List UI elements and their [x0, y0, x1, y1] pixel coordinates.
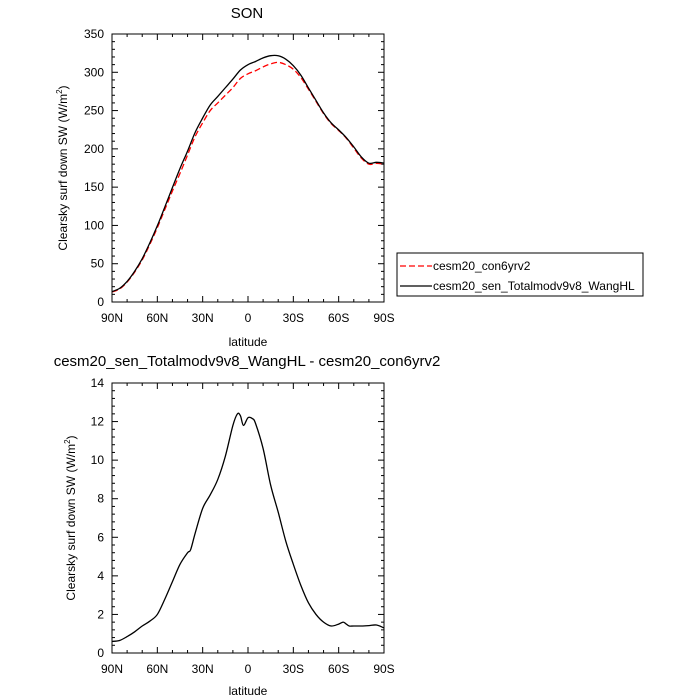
- bottom-chart-x-tick-label: 60S: [328, 662, 349, 676]
- bottom-chart-y-tick-label: 8: [97, 492, 104, 506]
- bottom-chart-panel: cesm20_sen_Totalmodv9v8_WangHL - cesm20_…: [54, 353, 441, 698]
- bottom-chart-x-tick-label: 60N: [146, 662, 168, 676]
- top-chart-x-tick-label: 30N: [192, 311, 214, 325]
- bottom-chart-y-axis-label: Clearsky surf down SW (W/m2): [63, 435, 78, 600]
- bottom-chart-x-tick-label: 90N: [101, 662, 123, 676]
- bottom-chart-y-tick-label: 12: [91, 415, 105, 429]
- bottom-chart-y-tick-label: 10: [91, 453, 105, 467]
- bottom-chart-y-tick-label: 0: [97, 646, 104, 660]
- top-chart-series-layer: [111, 54, 385, 293]
- bottom-chart-title: cesm20_sen_Totalmodv9v8_WangHL - cesm20_…: [54, 353, 441, 370]
- top-chart-y-axis-label: Clearsky surf down SW (W/m2): [55, 85, 70, 250]
- bottom-chart-y-axis-label-main: Clearsky surf down SW (W/m: [64, 444, 78, 601]
- bottom-chart-x-axis-label: latitude: [229, 684, 268, 698]
- top-chart-y-axis-label-tail: ): [56, 85, 70, 89]
- top-chart-y-axis-label-main: Clearsky surf down SW (W/m: [56, 94, 70, 251]
- top-chart-y-tick-label: 300: [84, 65, 104, 79]
- bottom-chart-y-axis-label-superscript: 2: [63, 439, 72, 444]
- bottom-chart-plot-frame: [111, 382, 385, 654]
- bottom-chart-series-line-1: [111, 412, 385, 643]
- top-chart-y-tick-label: 150: [84, 180, 104, 194]
- top-chart-legend: cesm20_con6yrv2 cesm20_sen_Totalmodv9v8_…: [396, 252, 644, 297]
- bottom-chart-y-axis-label-tail: ): [64, 435, 78, 439]
- legend-label-cesm20-con6yrv2: cesm20_con6yrv2: [433, 259, 531, 273]
- top-chart-x-tick-label: 60S: [328, 311, 349, 325]
- bottom-chart-y-tick-label: 14: [91, 376, 105, 390]
- top-chart-y-tick-label: 250: [84, 104, 104, 118]
- top-chart-x-tick-label: 0: [245, 311, 252, 325]
- top-chart-y-tick-label: 350: [84, 27, 104, 41]
- bottom-chart-y-tick-label: 6: [97, 530, 104, 544]
- top-chart-y-tick-label: 0: [97, 295, 104, 309]
- bottom-chart-x-tick-label: 30S: [283, 662, 304, 676]
- top-chart-x-tick-label: 60N: [146, 311, 168, 325]
- top-chart-x-tick-label: 90N: [101, 311, 123, 325]
- top-chart-panel: SON 90N 60N 30N 0 30S 60S 90S 0 50 100 150 200 250 30…: [55, 5, 395, 349]
- legend-box: [396, 252, 644, 297]
- top-chart-x-tick-label: 30S: [283, 311, 304, 325]
- top-chart-y-tick-label: 100: [84, 218, 104, 232]
- top-chart-plot-frame: [111, 33, 385, 303]
- bottom-chart-x-tick-label: 0: [245, 662, 252, 676]
- bottom-chart-x-tick-label: 90S: [373, 662, 394, 676]
- top-chart-y-tick-label: 200: [84, 142, 104, 156]
- top-chart-y-axis-label-superscript: 2: [55, 89, 64, 94]
- top-chart-title: SON: [231, 5, 264, 22]
- bottom-chart-y-tick-label: 4: [97, 569, 104, 583]
- bottom-chart-y-tick-label: 2: [97, 607, 104, 621]
- top-chart-x-axis-label: latitude: [229, 335, 268, 349]
- top-chart-y-tick-label: 50: [91, 257, 105, 271]
- bottom-chart-x-tick-label: 30N: [192, 662, 214, 676]
- top-chart-x-tick-label: 90S: [373, 311, 394, 325]
- top-chart-series-line-2: [111, 54, 385, 293]
- bottom-chart-series-layer: [111, 412, 385, 643]
- legend-label-cesm20-sen: cesm20_sen_Totalmodv9v8_WangHL: [433, 279, 635, 293]
